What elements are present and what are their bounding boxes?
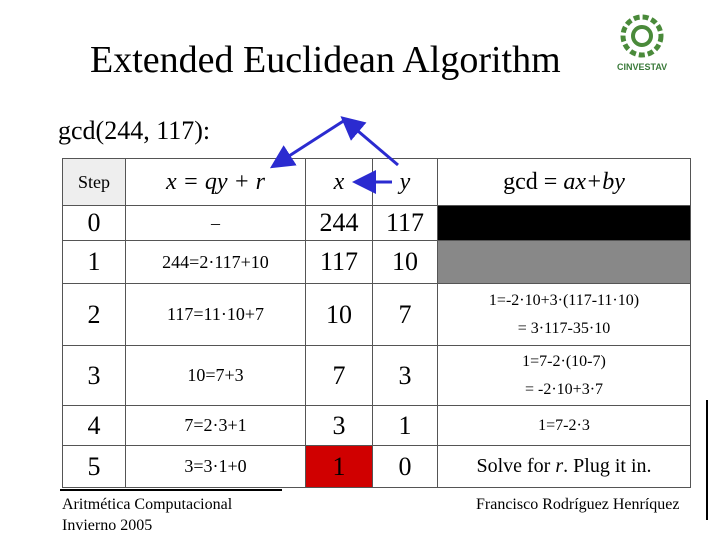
gcd-line: 1=7-2·(10-7) — [522, 352, 606, 370]
gcd-cell: Solve for r. Plug it in. — [437, 445, 691, 488]
step-cell: 4 — [62, 405, 126, 446]
header-part: ax+by — [563, 168, 625, 195]
formula-cell: – — [125, 205, 306, 241]
gcd-part: r — [555, 455, 564, 477]
gcd-cell: 1=-2·10+3·(117-11·10) = 3·117-35·10 — [437, 283, 691, 346]
footer-line: Invierno 2005 — [62, 517, 153, 534]
x-cell: 7 — [305, 345, 373, 406]
header-part: gcd = — [503, 168, 564, 195]
formula-cell: 10=7+3 — [125, 345, 306, 406]
x-cell: 3 — [305, 405, 373, 446]
formula-cell: 117=11·10+7 — [125, 283, 306, 346]
x-cell: 10 — [305, 283, 373, 346]
row: 0–244 117 — [62, 205, 691, 241]
title: Extended Euclidean Algorithm — [90, 39, 561, 81]
row: 4 7=2·3+1 3 1 1=7-2·3 — [62, 405, 691, 446]
x-cell: 117 — [305, 240, 373, 284]
footer-line: Aritmética Computacional — [62, 496, 233, 513]
logo-icon — [620, 14, 664, 58]
gcd-line: = 3·117-35·10 — [517, 319, 611, 337]
gcd-cell — [437, 240, 691, 284]
gcd-cell — [437, 205, 691, 241]
footer-left: Aritmética Computacional Invierno 2005 — [62, 494, 232, 536]
formula-cell: 3=3·1+0 — [125, 445, 306, 488]
y-cell: 0 — [372, 445, 438, 488]
row: 5 3=3·1+0 1 0 Solve for r. Plug it in. — [62, 445, 691, 488]
footer-right: Francisco Rodríguez Henríquez — [476, 496, 680, 513]
step-cell: 0 — [62, 205, 126, 241]
gcd-line: = -2·10+3·7 — [524, 380, 604, 398]
gcd-line: 1=7-2·3 — [538, 416, 590, 434]
x-cell: 1 — [305, 445, 373, 488]
step-cell: 5 — [62, 445, 126, 488]
subtitle: gcd(244, 117): — [58, 116, 211, 145]
row: 2 117=11·10+7 10 7 1=-2·10+3·(117-11·10) = 3·… — [62, 283, 691, 346]
step-cell: 1 — [62, 240, 126, 284]
step-cell: 3 — [62, 345, 126, 406]
row: 1 244=2·117+10 117 10 — [62, 240, 691, 284]
gcd-part: Solve for — [476, 455, 556, 477]
table: Step x = qy + r x y gcd = ax+by 0–244 117 1 244=… — [62, 158, 691, 488]
gcd-part: . Plug it in. — [563, 455, 652, 477]
y-cell: 1 — [372, 405, 438, 446]
gcd-line: 1=-2·10+3·(117-11·10) — [488, 291, 640, 309]
formula-cell: 7=2·3+1 — [125, 405, 306, 446]
gcd-cell: 1=7-2·3 — [437, 405, 691, 446]
header-cell: gcd = ax+by — [437, 158, 691, 206]
y-cell: 117 — [372, 205, 438, 241]
x-cell: 244 — [305, 205, 373, 241]
logo-text: CINVESTAV — [617, 62, 668, 72]
